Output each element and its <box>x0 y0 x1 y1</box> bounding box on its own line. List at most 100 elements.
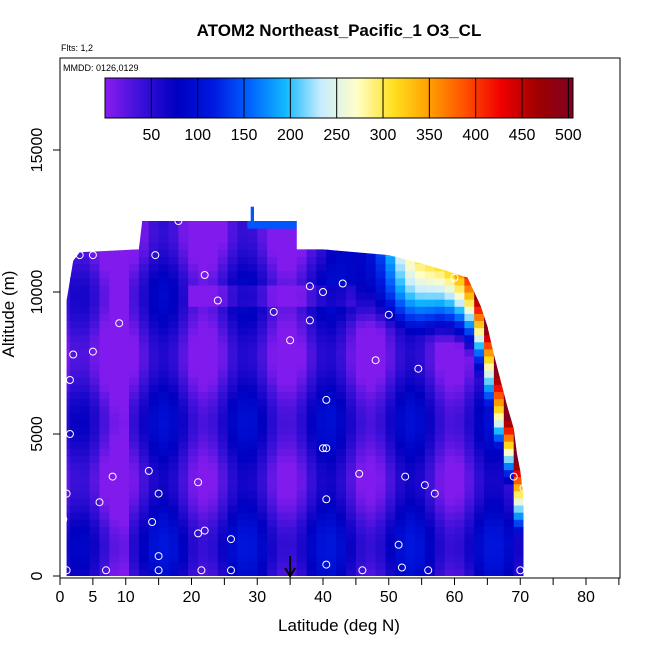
field-cell <box>326 483 337 492</box>
field-cell <box>188 377 199 385</box>
field-cell <box>434 277 446 286</box>
field-cell <box>178 355 189 364</box>
field-cell <box>385 476 396 485</box>
field-cell <box>237 284 248 293</box>
field-cell <box>89 213 101 222</box>
field-cell <box>405 348 416 357</box>
field-cell <box>454 313 465 321</box>
field-cell <box>188 483 199 492</box>
field-cell <box>346 370 357 378</box>
field-cell <box>267 313 278 321</box>
field-cell <box>444 242 456 250</box>
field-cell <box>237 221 248 229</box>
field-cell <box>464 341 475 350</box>
field-cell <box>346 561 357 570</box>
field-cell <box>395 405 406 414</box>
field-cell <box>138 284 150 293</box>
field-cell <box>129 533 140 542</box>
field-cell <box>336 313 347 321</box>
field-cell <box>257 277 268 286</box>
field-cell <box>89 277 101 286</box>
field-cell <box>415 377 426 385</box>
field-cell <box>306 405 318 414</box>
field-cell <box>434 547 446 556</box>
field-cell <box>69 568 81 577</box>
measurement-point <box>338 279 347 288</box>
field-cell <box>198 292 209 300</box>
field-cell <box>148 206 160 215</box>
field-cell <box>66 434 71 442</box>
field-cell <box>168 363 179 371</box>
field-cell <box>119 384 130 392</box>
field-cell <box>89 434 101 442</box>
field-cell <box>247 249 258 258</box>
field-cell <box>493 398 505 407</box>
field-cell <box>484 370 495 378</box>
field-cell <box>464 512 475 520</box>
field-cell <box>277 228 288 236</box>
field-cell <box>178 512 189 520</box>
field-cell <box>198 533 209 542</box>
field-cell <box>444 405 456 414</box>
field-cell <box>109 483 120 492</box>
field-cell <box>198 228 209 236</box>
field-cell <box>365 221 377 229</box>
field-cell <box>434 476 446 485</box>
field-cell <box>346 441 357 449</box>
field-cell <box>365 434 377 442</box>
field-cell <box>79 497 91 506</box>
field-cell <box>424 313 436 321</box>
field-cell <box>444 213 456 222</box>
field-cell <box>503 377 515 385</box>
field-cell <box>503 405 515 414</box>
field-cell <box>503 277 515 286</box>
field-cell <box>79 299 91 307</box>
field-cell <box>257 497 268 506</box>
field-cell <box>89 256 101 265</box>
field-cell <box>247 497 258 506</box>
field-cell <box>355 320 367 329</box>
field-cell <box>168 206 179 208</box>
field-cell <box>296 213 308 222</box>
field-cell <box>484 334 495 343</box>
field-cell <box>415 441 426 449</box>
field-cell <box>109 398 120 407</box>
field-cell <box>405 292 416 300</box>
field-cell <box>158 540 170 549</box>
field-cell <box>375 561 387 570</box>
measurement-point <box>213 296 222 305</box>
field-cell <box>365 306 377 314</box>
field-cell <box>405 561 416 570</box>
field-cell <box>385 384 396 392</box>
field-cell <box>375 391 387 400</box>
field-cell <box>286 206 298 215</box>
field-cell <box>99 292 110 300</box>
field-cell <box>129 455 140 463</box>
field-cell <box>178 419 189 428</box>
field-cell <box>336 277 347 286</box>
field-cell <box>129 327 140 336</box>
field-cell <box>375 398 387 407</box>
field-cell <box>257 284 268 293</box>
field-cell <box>326 370 337 378</box>
field-cell <box>365 228 377 236</box>
field-cell <box>267 412 278 421</box>
field-cell <box>247 441 258 449</box>
field-cell <box>109 526 120 534</box>
field-cell <box>99 434 110 442</box>
field-cell <box>493 391 505 400</box>
field-cell <box>188 526 199 534</box>
field-cell <box>365 284 377 293</box>
field-cell <box>474 284 485 293</box>
field-cell <box>277 270 288 279</box>
field-cell <box>454 533 465 542</box>
field-cell <box>405 377 416 385</box>
field-cell <box>99 256 110 265</box>
field-cell <box>346 292 357 300</box>
field-cell <box>464 554 475 563</box>
field-cell <box>474 377 485 385</box>
field-cell <box>99 476 110 485</box>
field-cell <box>207 213 219 222</box>
field-cell <box>257 206 268 208</box>
measurement-point <box>286 336 295 345</box>
